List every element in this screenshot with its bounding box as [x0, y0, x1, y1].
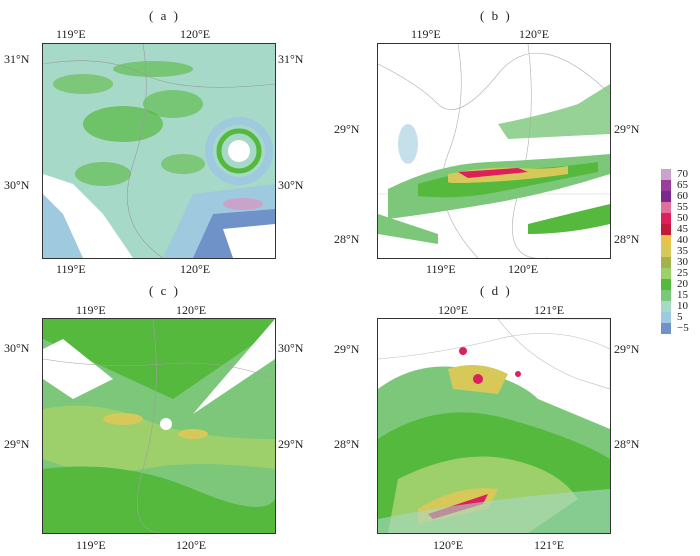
panel-a-left-tick-2: 30°N: [4, 178, 30, 192]
legend-swatch: [661, 301, 671, 312]
panel-a-top-tick-1: 119°E: [56, 27, 86, 41]
panel-a-bottom-tick-1: 119°E: [56, 262, 86, 276]
panel-b-left-tick-1: 29°N: [334, 122, 360, 136]
legend-level-label: 15: [677, 289, 688, 301]
panel-a-left-tick-1: 31°N: [4, 52, 30, 66]
panel-c-right-tick-2: 29°N: [278, 437, 304, 451]
panel-b-map: [377, 43, 611, 259]
legend-level-label: 70: [677, 168, 688, 180]
legend-swatch: [661, 279, 671, 290]
legend-level-label: 40: [677, 234, 688, 246]
panel-d-right-tick-2: 28°N: [614, 437, 640, 451]
legend-swatch: [661, 246, 671, 257]
panel-c-left-tick-1: 30°N: [4, 341, 30, 355]
panel-a-right-tick-2: 30°N: [278, 178, 304, 192]
panel-b-radar-field: [378, 44, 610, 258]
panel-b-right-tick-2: 28°N: [614, 232, 640, 246]
legend-level-label: 45: [677, 223, 688, 235]
panel-d-label: ( d ): [480, 283, 512, 298]
panel-a-bottom-tick-2: 120°E: [180, 262, 211, 276]
panel-b-bottom-tick-1: 119°E: [426, 262, 456, 276]
legend-level-label: 55: [677, 201, 688, 213]
legend-level-label: 35: [677, 245, 688, 257]
legend-swatch: [661, 169, 671, 180]
legend-swatch: [661, 191, 671, 202]
legend-swatch: [661, 323, 671, 334]
legend-swatch: [661, 312, 671, 323]
panel-c-top-tick-1: 119°E: [76, 303, 106, 317]
panel-d-left-tick-2: 28°N: [334, 437, 360, 451]
legend-level-label: 30: [677, 256, 688, 268]
panel-d-left-tick-1: 29°N: [334, 342, 360, 356]
panel-d-bottom-tick-2: 121°E: [534, 538, 565, 552]
legend-swatch: [661, 202, 671, 213]
panel-c-bottom-tick-1: 119°E: [76, 538, 106, 552]
panel-a-right-tick-1: 31°N: [278, 52, 304, 66]
panel-c-map: [42, 318, 276, 534]
panel-d-radar-field: [378, 319, 610, 533]
panel-b-right-tick-1: 29°N: [614, 122, 640, 136]
panel-a-radar-field: [43, 44, 275, 258]
panel-d-top-tick-1: 120°E: [438, 303, 469, 317]
legend-level-label: 10: [677, 300, 688, 312]
legend-level-label: −5: [677, 322, 689, 334]
panel-c-top-tick-2: 120°E: [176, 303, 207, 317]
panel-b-bottom-tick-2: 120°E: [508, 262, 539, 276]
panel-a-map: [42, 43, 276, 259]
legend-swatch: [661, 257, 671, 268]
legend-swatch: [661, 268, 671, 279]
panel-d-map: [377, 318, 611, 534]
panel-b-label: ( b ): [480, 8, 512, 23]
legend-level-label: 50: [677, 212, 688, 224]
legend-swatch: [661, 235, 671, 246]
legend-level-label: 25: [677, 267, 688, 279]
legend-swatch: [661, 180, 671, 191]
legend-swatch: [661, 290, 671, 301]
legend-level-label: 60: [677, 190, 688, 202]
legend-level-label: 65: [677, 179, 688, 191]
panel-c-right-tick-1: 30°N: [278, 341, 304, 355]
panel-c-radar-field: [43, 319, 275, 533]
panel-b-left-tick-2: 28°N: [334, 232, 360, 246]
panel-a-label: ( a ): [149, 8, 180, 23]
legend-level-label: 5: [677, 311, 683, 323]
panel-a-top-tick-2: 120°E: [180, 27, 211, 41]
legend-swatch: [661, 213, 671, 224]
legend-swatch: [661, 224, 671, 235]
panel-c-label: ( c ): [149, 283, 180, 298]
panel-d-right-tick-1: 29°N: [614, 342, 640, 356]
panel-c-left-tick-2: 29°N: [4, 437, 30, 451]
panel-b-top-tick-2: 120°E: [519, 27, 550, 41]
legend-level-label: 20: [677, 278, 688, 290]
panel-d-top-tick-2: 121°E: [534, 303, 565, 317]
panel-c-bottom-tick-2: 120°E: [176, 538, 207, 552]
panel-b-top-tick-1: 119°E: [411, 27, 441, 41]
panel-d-bottom-tick-1: 120°E: [433, 538, 464, 552]
